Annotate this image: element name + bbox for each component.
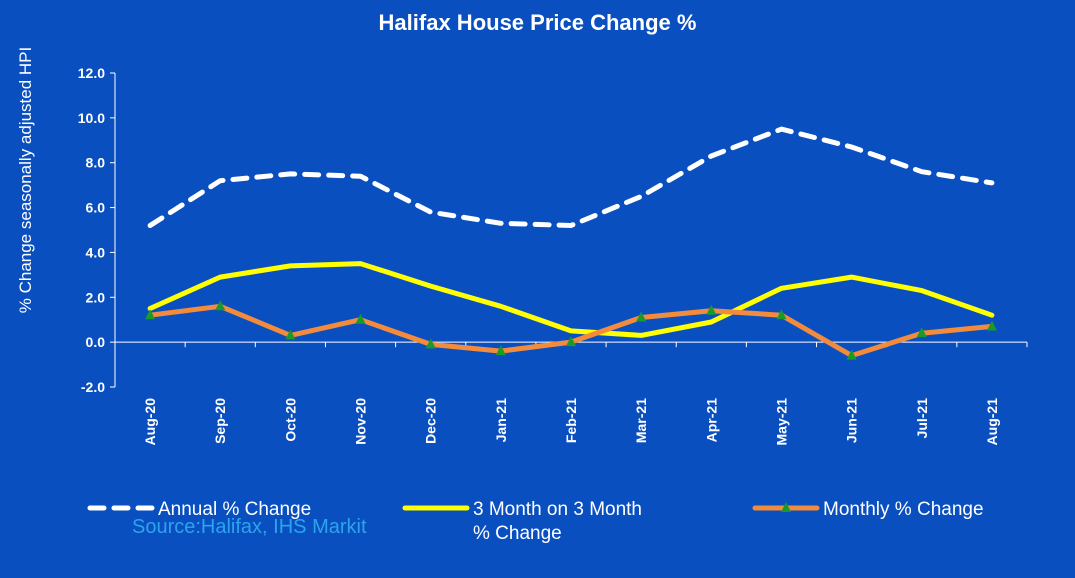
y-tick-label: 4.0 <box>86 244 106 260</box>
data-point <box>495 345 506 356</box>
y-tick-label: 6.0 <box>86 200 106 216</box>
data-point <box>846 349 857 360</box>
y-tick-label: 0.0 <box>86 334 106 350</box>
data-point <box>916 327 927 338</box>
source-note: Source:Halifax, IHS Markit <box>132 516 367 538</box>
x-tick-label: Jul-21 <box>914 398 930 439</box>
legend-label-1: % Change <box>473 523 562 544</box>
x-tick-label: Nov-20 <box>353 398 369 445</box>
x-tick-label: Jan-21 <box>493 398 509 443</box>
y-tick-label: 10.0 <box>78 110 105 126</box>
y-tick-label: 8.0 <box>86 155 106 171</box>
x-tick-label: Feb-21 <box>563 398 579 443</box>
y-tick-label: 2.0 <box>86 289 106 305</box>
data-point <box>986 320 997 331</box>
data-point <box>636 311 647 322</box>
legend-label-2: Monthly % Change <box>823 499 984 520</box>
data-point <box>355 313 366 324</box>
x-tick-label: Mar-21 <box>633 398 649 443</box>
data-point <box>425 338 436 349</box>
data-point <box>706 304 717 315</box>
legend-label-1: 3 Month on 3 Month <box>473 499 642 520</box>
data-point <box>285 329 296 340</box>
x-tick-label: Jun-21 <box>844 398 860 443</box>
x-tick-label: May-21 <box>773 398 789 446</box>
legend-label-0: Annual % Change <box>158 499 311 520</box>
x-tick-label: Dec-20 <box>423 398 439 444</box>
y-tick-label: -2.0 <box>81 379 105 395</box>
x-tick-label: Aug-21 <box>984 398 1000 446</box>
chart-title: Halifax House Price Change % <box>378 10 697 35</box>
x-tick-label: Aug-20 <box>142 398 158 446</box>
y-tick-label: 12.0 <box>78 65 105 81</box>
data-point <box>566 336 576 347</box>
data-point <box>145 309 156 320</box>
series-line-1 <box>147 261 995 338</box>
data-point <box>776 309 787 320</box>
series-line-0 <box>147 126 995 228</box>
x-tick-label: Oct-20 <box>282 398 298 442</box>
x-tick-label: Apr-21 <box>703 398 719 443</box>
data-point <box>215 300 226 311</box>
x-tick-label: Sep-20 <box>212 398 228 444</box>
legend-marker <box>781 502 791 512</box>
